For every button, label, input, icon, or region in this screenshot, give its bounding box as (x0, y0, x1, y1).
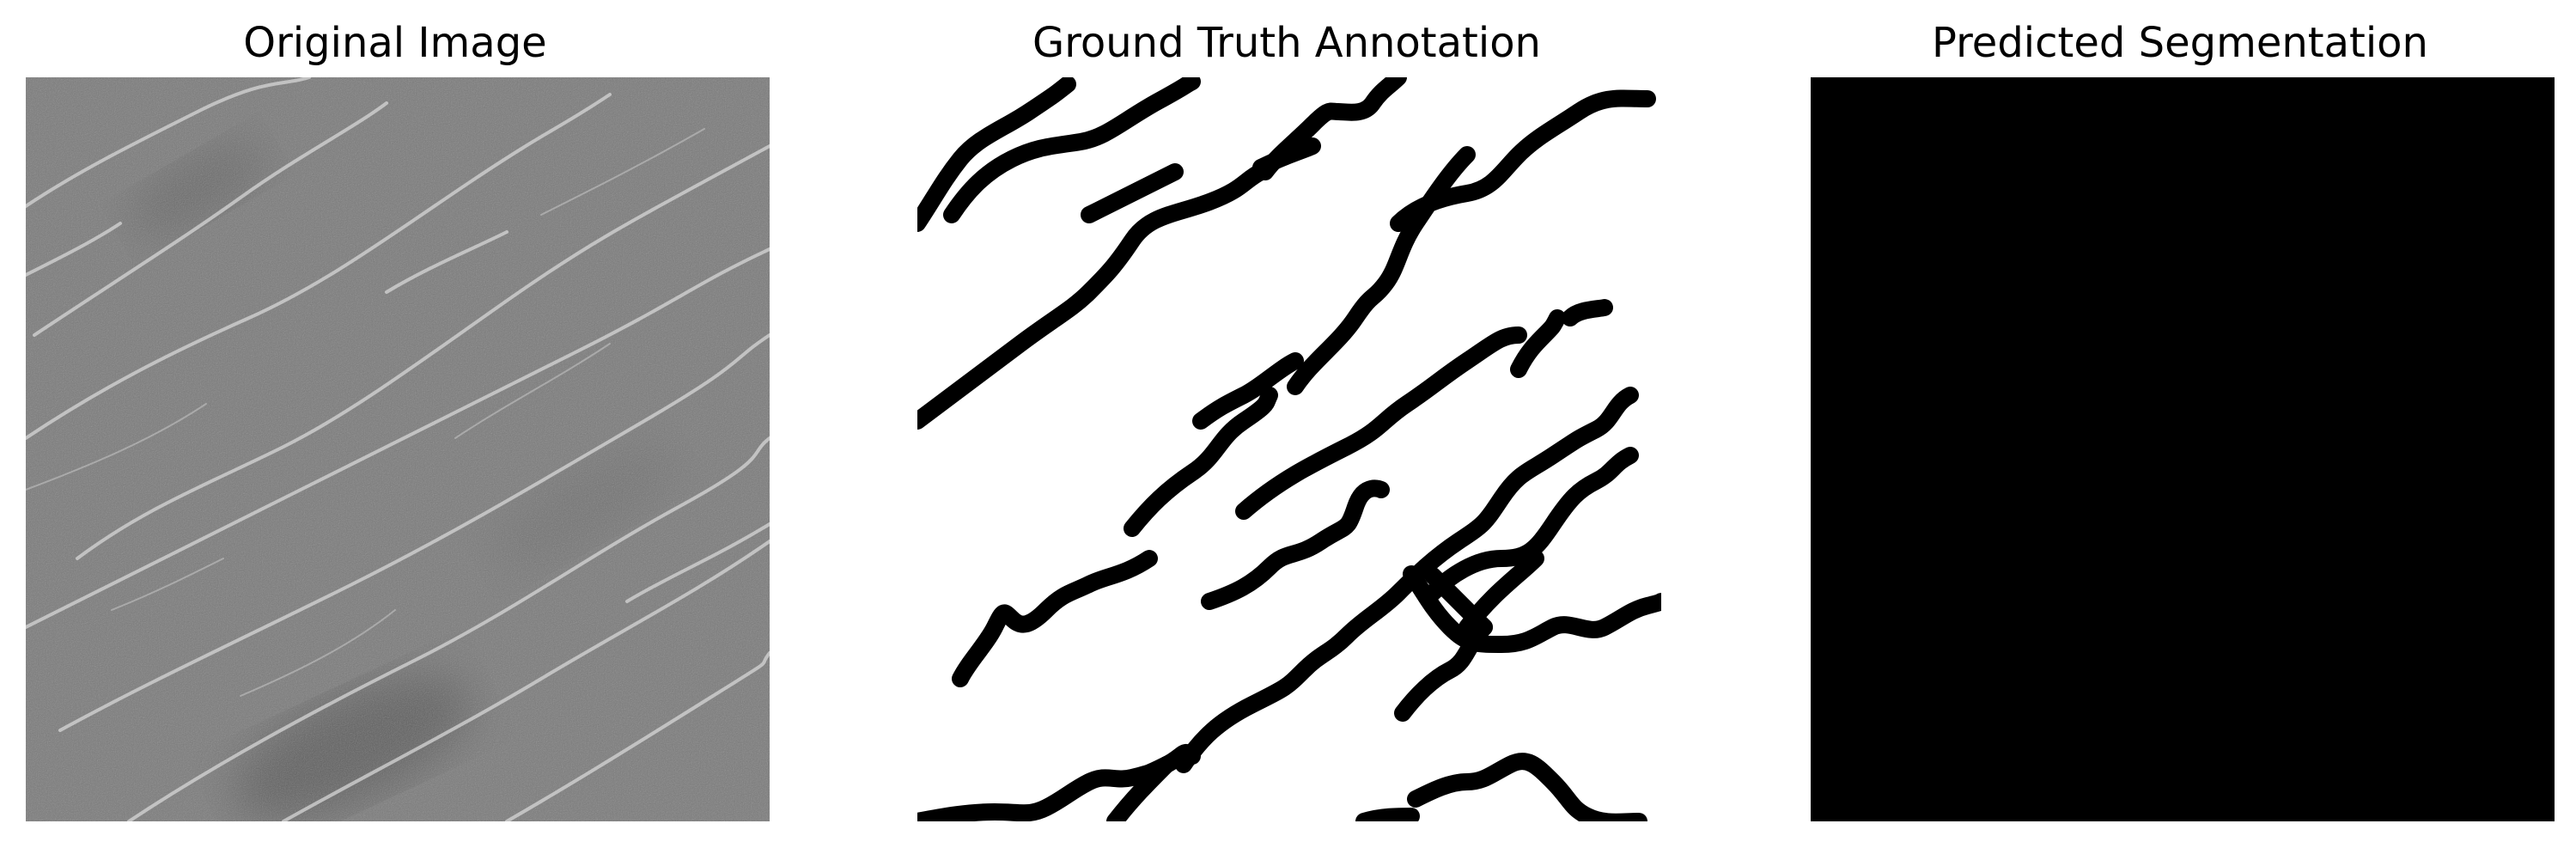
ground-truth-mask (917, 77, 1661, 821)
panel-title-predicted: Predicted Segmentation (1802, 17, 2558, 69)
panel-ground-truth: Ground Truth Annotation (909, 0, 1665, 848)
panel-predicted-segmentation: Predicted Segmentation (1802, 0, 2558, 848)
original-image (26, 77, 770, 821)
panel-title-ground-truth: Ground Truth Annotation (909, 17, 1665, 69)
panel-original-image: Original Image (17, 0, 773, 848)
predicted-mask (1811, 77, 2555, 821)
panel-title-original: Original Image (17, 17, 773, 69)
